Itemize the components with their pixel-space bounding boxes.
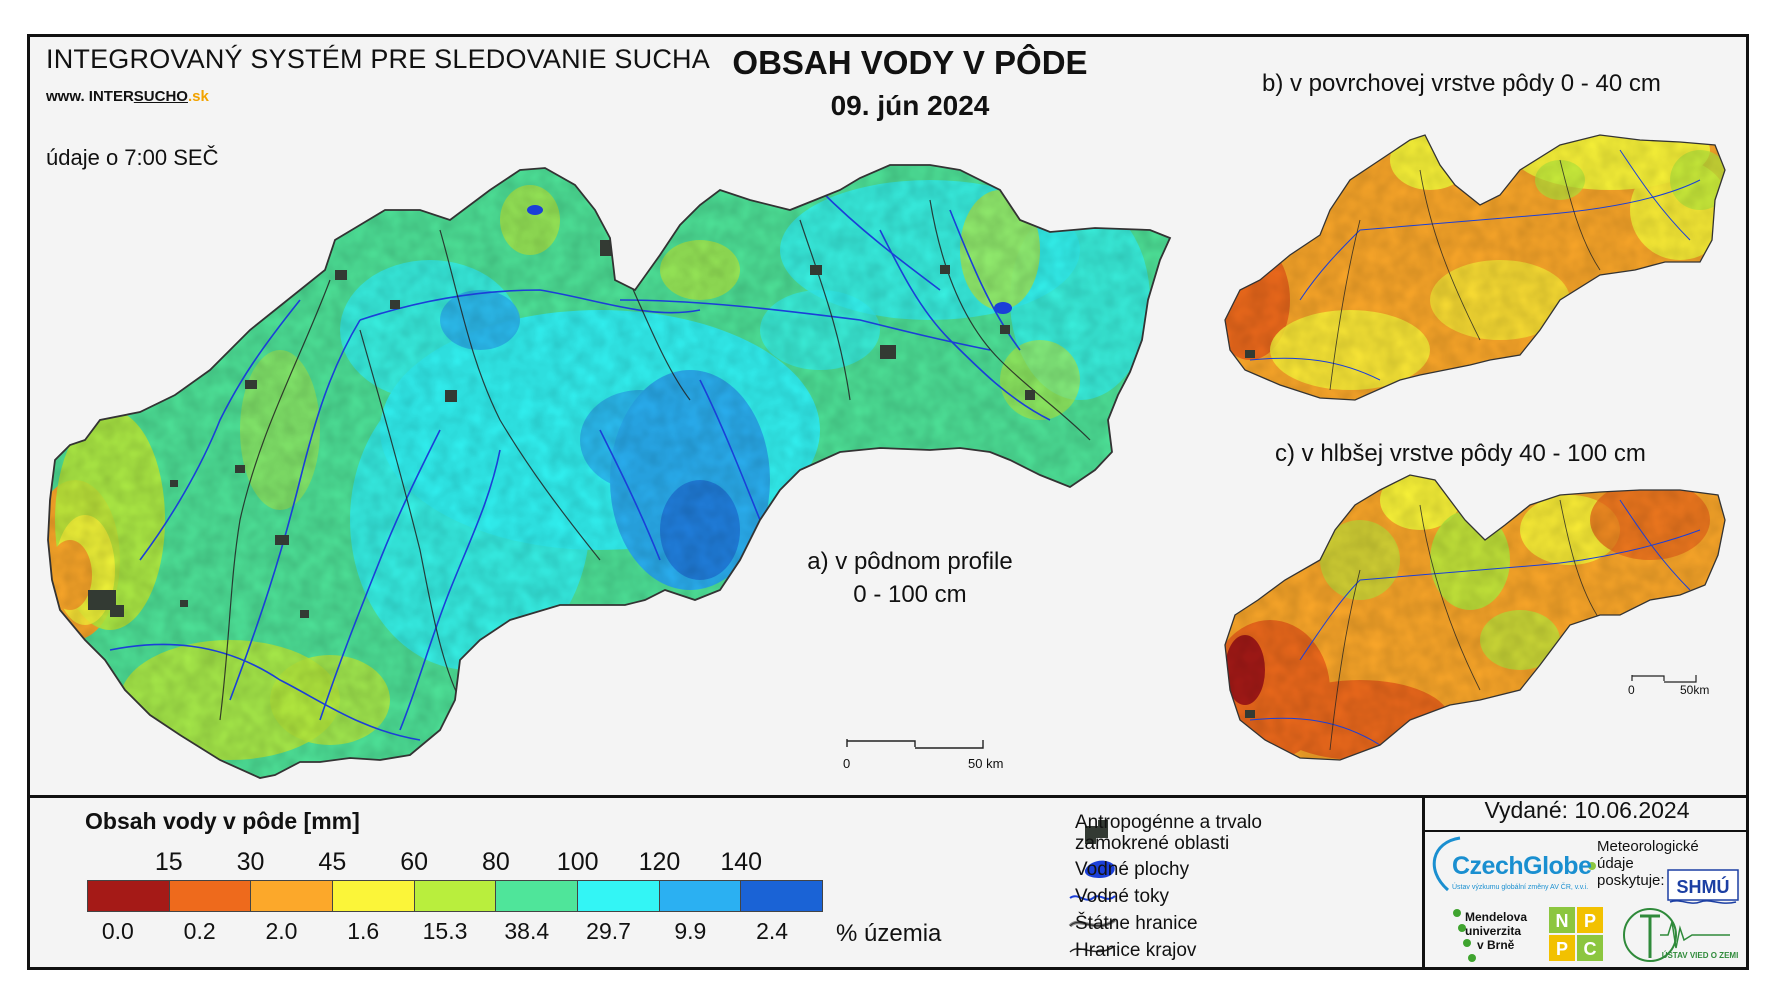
legend-threshold-label: 45 <box>318 848 347 876</box>
state-border-icon-inner <box>1069 919 1116 927</box>
legend-class-percent: 2.4 <box>756 918 789 944</box>
state-border-label: Štátne hranice <box>1075 913 1198 934</box>
legend-threshold-label: 140 <box>720 848 763 876</box>
surface-layer-map <box>1224 134 1726 401</box>
issued-divider <box>1422 830 1749 832</box>
website-link[interactable]: www. INTERSUCHO.sk <box>46 88 209 105</box>
water-bodies-label: Vodné plochy <box>1075 859 1190 880</box>
main-scale-end: 50 km <box>968 756 1004 771</box>
legend-threshold-label: 15 <box>154 848 183 876</box>
legend-threshold-label: 60 <box>400 848 429 876</box>
issued-date: Vydané: 10.06.2024 <box>1484 797 1690 823</box>
shmu-text: SHMÚ <box>1677 876 1730 897</box>
water-body-icon <box>1084 860 1115 878</box>
legend-class-percent: 9.9 <box>674 918 707 944</box>
svg-text:C: C <box>1584 939 1597 959</box>
main-map <box>47 164 1171 779</box>
uvz-text: ÚSTAV VIED O ZEMI <box>1662 951 1739 960</box>
percent-label: % územia <box>836 920 942 947</box>
main-scale-zero: 0 <box>843 756 851 771</box>
page-date: 09. jún 2024 <box>830 90 990 121</box>
legend-class-percent: 0.0 <box>101 918 134 944</box>
urban-area-label: Antropogénne a trvalo zamokrené oblasti <box>1075 812 1262 854</box>
svg-text:N: N <box>1556 911 1569 931</box>
uvz-logo-icon: ÚSTAV VIED O ZEMI <box>1623 908 1739 962</box>
czechglobe-logo-icon <box>1432 836 1461 892</box>
legend-class-swatch <box>88 881 170 911</box>
profile-label: a) v pôdnom profile 0 - 100 cm <box>807 548 1013 608</box>
legend-class-swatch <box>741 881 823 911</box>
small-scale-end: 50km <box>1680 683 1710 697</box>
deep-layer-label: c) v hlbšej vrstve pôdy 40 - 100 cm <box>1275 440 1646 467</box>
czechglobe-logo: CzechGlobe <box>1452 852 1592 880</box>
mendel-university-logo: Mendelova univerzita v Brně <box>1465 910 1528 952</box>
page-title: OBSAH VODY V PÔDE <box>732 44 1088 81</box>
legend-threshold-label: 120 <box>638 848 681 876</box>
legend-threshold-label: 80 <box>481 848 510 876</box>
legend-threshold-label: 30 <box>236 848 265 876</box>
legend-class-percent: 15.3 <box>422 918 468 944</box>
river-icon <box>1069 895 1116 901</box>
region-border-label: Hranice krajov <box>1075 940 1197 961</box>
urban-area-icon <box>1085 820 1108 844</box>
legend-class-percent: 2.0 <box>265 918 298 944</box>
legend-class-swatch <box>414 881 497 911</box>
legend-class-percent: 1.6 <box>347 918 380 944</box>
legend-colorbar <box>87 880 823 912</box>
legend-class-swatch <box>169 881 252 911</box>
legend-class-swatch <box>659 881 742 911</box>
surface-layer-label: b) v povrchovej vrstve pôdy 0 - 40 cm <box>1262 70 1661 97</box>
mendel-logo-icon <box>1453 909 1476 962</box>
legend-class-percent: 38.4 <box>504 918 550 944</box>
small-scale-zero: 0 <box>1628 683 1635 697</box>
nppc-logo-icon: N P P C <box>1549 907 1603 961</box>
meteo-provider-label: Meteorologické údaje poskytuje: <box>1597 838 1699 889</box>
time-note: údaje o 7:00 SEČ <box>46 145 219 170</box>
legend-class-swatch <box>496 881 579 911</box>
main-scale-bar <box>846 739 984 749</box>
deep-layer-map <box>1224 474 1726 761</box>
legend-class-swatch <box>251 881 334 911</box>
svg-text:P: P <box>1556 939 1568 959</box>
legend-class-swatch <box>333 881 415 911</box>
legend-class-percent: 29.7 <box>586 918 631 944</box>
legend-threshold-label: 100 <box>556 848 599 876</box>
system-name: INTEGROVANÝ SYSTÉM PRE SLEDOVANIE SUCHA <box>46 44 710 74</box>
panel-divider <box>27 795 1749 798</box>
credits-divider <box>1422 795 1425 970</box>
shmu-logo-icon: SHMÚ <box>1667 869 1739 904</box>
legend-title: Obsah vody v pôde [mm] <box>85 808 360 834</box>
legend-class-percent: 0.2 <box>183 918 216 944</box>
czechglobe-subtitle: Ústav výzkumu globální změny AV ČR, v.v.… <box>1452 884 1589 891</box>
svg-text:P: P <box>1584 911 1596 931</box>
region-border-icon <box>1069 945 1116 953</box>
rivers-label: Vodné toky <box>1075 886 1170 907</box>
small-scale-bar <box>1631 675 1697 683</box>
legend-class-swatch <box>578 881 660 911</box>
